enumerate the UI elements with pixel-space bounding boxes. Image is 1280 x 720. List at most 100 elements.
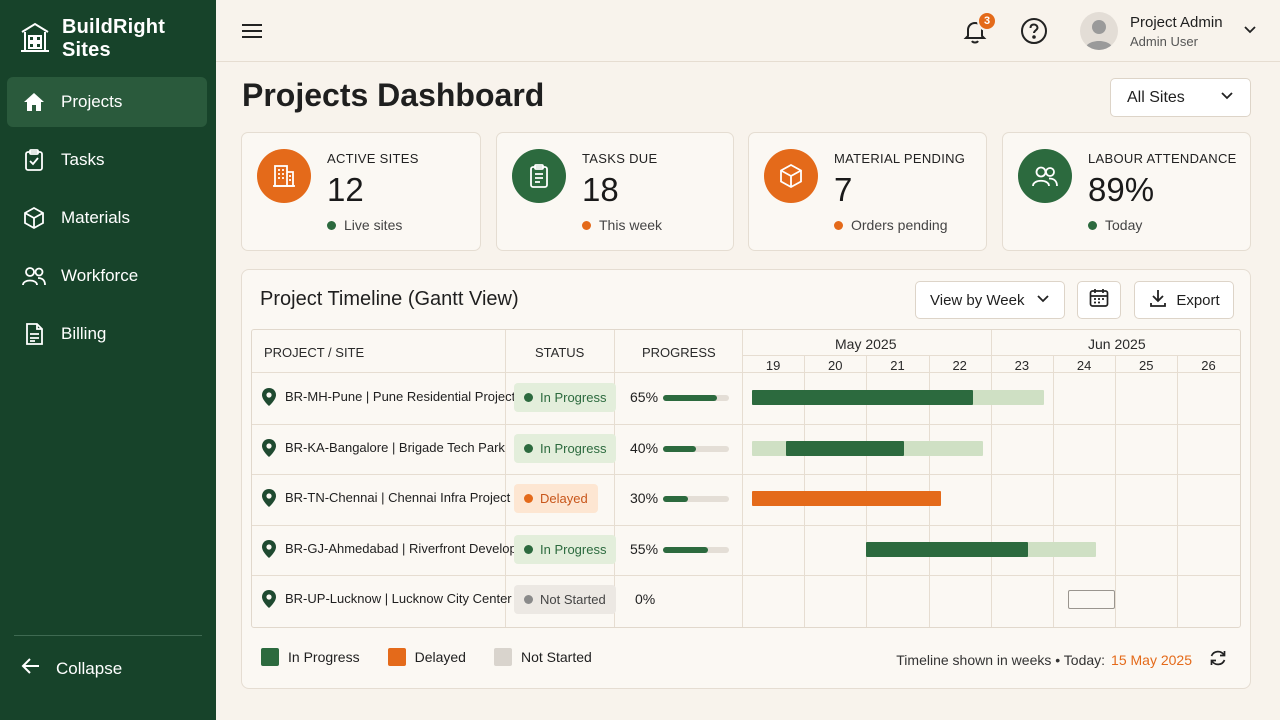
user-info: Project Admin Admin User	[1130, 14, 1223, 49]
week-label: 26	[1201, 358, 1216, 373]
stat-card-tasks-due[interactable]: TASKS DUE 18 This week	[496, 132, 734, 251]
status-badge: In Progress	[514, 433, 617, 463]
legend-label: In Progress	[288, 649, 360, 665]
location-pin-icon	[262, 489, 276, 512]
column-divider	[614, 330, 615, 627]
gantt-bar-actual[interactable]	[866, 541, 1028, 557]
sidebar: BuildRight Sites Projects Tasks Material…	[0, 0, 216, 720]
gantt-bar-actual[interactable]	[752, 491, 941, 506]
help-icon[interactable]	[1020, 17, 1048, 45]
sidebar-item-materials[interactable]: Materials	[7, 193, 207, 243]
progress-percent: 65%	[630, 389, 659, 405]
stat-card-labour-attendance[interactable]: LABOUR ATTENDANCE 89% Today	[1002, 132, 1251, 251]
progress-bar	[663, 546, 729, 553]
week-divider	[1177, 355, 1179, 627]
legend-label: Not Started	[520, 649, 592, 665]
week-label: 22	[952, 358, 967, 373]
view-select-value: View by Week	[930, 291, 1025, 309]
progress-bar	[663, 445, 729, 452]
clipboard-check-icon	[21, 147, 47, 173]
project-name: BR-TN-Chennai | Chennai Infra Project	[285, 490, 511, 505]
project-name: BR-UP-Lucknow | Lucknow City Center	[285, 591, 512, 606]
clipboard-icon	[512, 149, 566, 203]
header-divider	[252, 372, 1240, 373]
progress-percent: 0%	[635, 591, 656, 607]
table-row[interactable]: BR-KA-Bangalore | Brigade Tech Park In Pr…	[252, 424, 1240, 474]
stat-card-active-sites[interactable]: ACTIVE SITES 12 Live sites	[241, 132, 481, 251]
document-icon	[21, 321, 47, 347]
status-dot	[1088, 220, 1097, 230]
home-icon	[21, 89, 47, 115]
progress-percent: 55%	[630, 540, 659, 557]
table-row[interactable]: BR-GJ-Ahmedabad | Riverfront Development…	[252, 525, 1240, 575]
stat-label: MATERIAL PENDING	[834, 151, 966, 166]
legend-item: Not Started	[493, 648, 592, 666]
menu-icon[interactable]	[240, 19, 264, 43]
export-button[interactable]: Export	[1134, 281, 1234, 319]
progress-fill	[663, 445, 696, 452]
table-row[interactable]: BR-UP-Lucknow | Lucknow City Center Not S…	[252, 575, 1240, 625]
column-divider	[505, 330, 506, 627]
status-badge: In Progress	[514, 534, 617, 564]
status-dot	[524, 494, 533, 503]
timeline-panel: Project Timeline (Gantt View) View by We…	[241, 269, 1251, 689]
month-label: May 2025	[835, 336, 897, 352]
status-dot	[524, 595, 533, 604]
gantt-bar-not-started[interactable]	[1068, 590, 1115, 609]
chevron-down-icon	[1220, 88, 1234, 107]
calendar-icon	[1088, 287, 1110, 313]
status-text: In Progress	[540, 440, 607, 456]
week-divider	[1115, 355, 1117, 627]
legend-item: Delayed	[387, 648, 466, 666]
status-text: In Progress	[540, 390, 607, 405]
status-dot	[524, 443, 533, 453]
site-filter-select[interactable]: All Sites	[1110, 78, 1251, 117]
week-label: 21	[890, 358, 905, 373]
view-select[interactable]: View by Week	[915, 281, 1065, 319]
user-menu[interactable]: Project Admin Admin User	[1080, 12, 1257, 50]
footer-text: Timeline shown in weeks • Today:	[896, 651, 1106, 668]
sidebar-item-billing[interactable]: Billing	[7, 309, 207, 359]
table-row[interactable]: BR-TN-Chennai | Chennai Infra Project Del…	[252, 474, 1240, 524]
status-badge: Not Started	[514, 585, 616, 614]
stat-value: 12	[327, 171, 364, 208]
collapse-button[interactable]: Collapse	[20, 655, 122, 682]
sidebar-item-workforce[interactable]: Workforce	[7, 251, 207, 301]
download-icon	[1148, 288, 1168, 312]
sidebar-item-projects[interactable]: Projects	[7, 77, 207, 127]
stat-value: 7	[834, 171, 853, 208]
column-header-status: STATUS	[535, 345, 585, 360]
users-icon	[1018, 149, 1072, 203]
location-pin-icon	[262, 539, 276, 563]
project-name: BR-GJ-Ahmedabad | Riverfront Development	[285, 540, 546, 556]
sidebar-item-tasks[interactable]: Tasks	[7, 135, 207, 185]
stat-label: TASKS DUE	[582, 151, 658, 166]
table-row[interactable]: BR-MH-Pune | Pune Residential Project In …	[252, 373, 1240, 423]
stat-label: ACTIVE SITES	[327, 151, 419, 166]
sidebar-item-label: Billing	[61, 324, 107, 343]
brand[interactable]: BuildRight Sites	[18, 16, 216, 62]
column-header-progress: PROGRESS	[642, 345, 716, 360]
brand-name: BuildRight Sites	[62, 16, 166, 61]
cube-icon	[21, 205, 47, 231]
calendar-button[interactable]	[1077, 281, 1121, 319]
topbar: 3 Project Admin Admin User	[216, 0, 1280, 62]
week-label: 19	[765, 358, 781, 373]
building-icon	[257, 149, 311, 203]
refresh-icon[interactable]	[1208, 648, 1228, 671]
row-divider	[252, 575, 1240, 576]
row-divider	[252, 423, 1240, 425]
row-divider	[252, 524, 1240, 526]
stat-value: 89%	[1088, 171, 1155, 208]
stat-sub-text: Today	[1105, 217, 1143, 233]
stat-card-material-pending[interactable]: MATERIAL PENDING 7 Orders pending	[748, 132, 987, 251]
project-name: BR-MH-Pune | Pune Residential Project	[285, 389, 516, 404]
user-role: Admin User	[1130, 33, 1198, 49]
month-label: Jun 2025	[1088, 336, 1146, 352]
status-dot	[327, 220, 336, 230]
location-pin-icon	[262, 438, 276, 462]
gantt-bar-actual[interactable]	[752, 390, 973, 405]
sidebar-item-label: Projects	[61, 92, 123, 111]
gantt-bar-actual[interactable]	[786, 440, 904, 456]
sidebar-nav: Projects Tasks Materials Workforce Billi…	[7, 77, 207, 367]
